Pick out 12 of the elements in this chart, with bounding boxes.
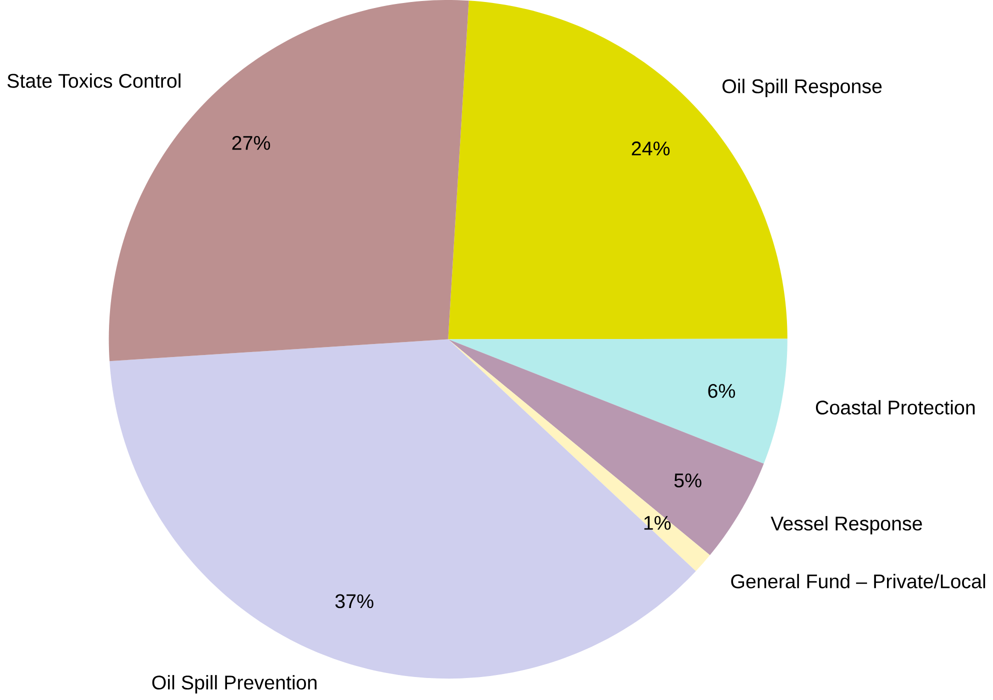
slice-label: Coastal Protection	[816, 400, 975, 415]
slice-label: General Fund – Private/Local	[731, 574, 986, 588]
data-label: 37%	[335, 594, 374, 608]
data-label: 1%	[644, 516, 671, 530]
slice-label: State Toxics Control	[7, 73, 180, 88]
slice-label: Oil Spill Prevention	[152, 675, 316, 694]
slice-label: Oil Spill Response	[722, 78, 882, 98]
data-label: 27%	[232, 136, 270, 150]
data-label: 24%	[632, 142, 670, 156]
data-label: 5%	[674, 474, 702, 488]
slice-label: Vessel Response	[770, 516, 922, 534]
data-label: 6%	[708, 384, 736, 398]
